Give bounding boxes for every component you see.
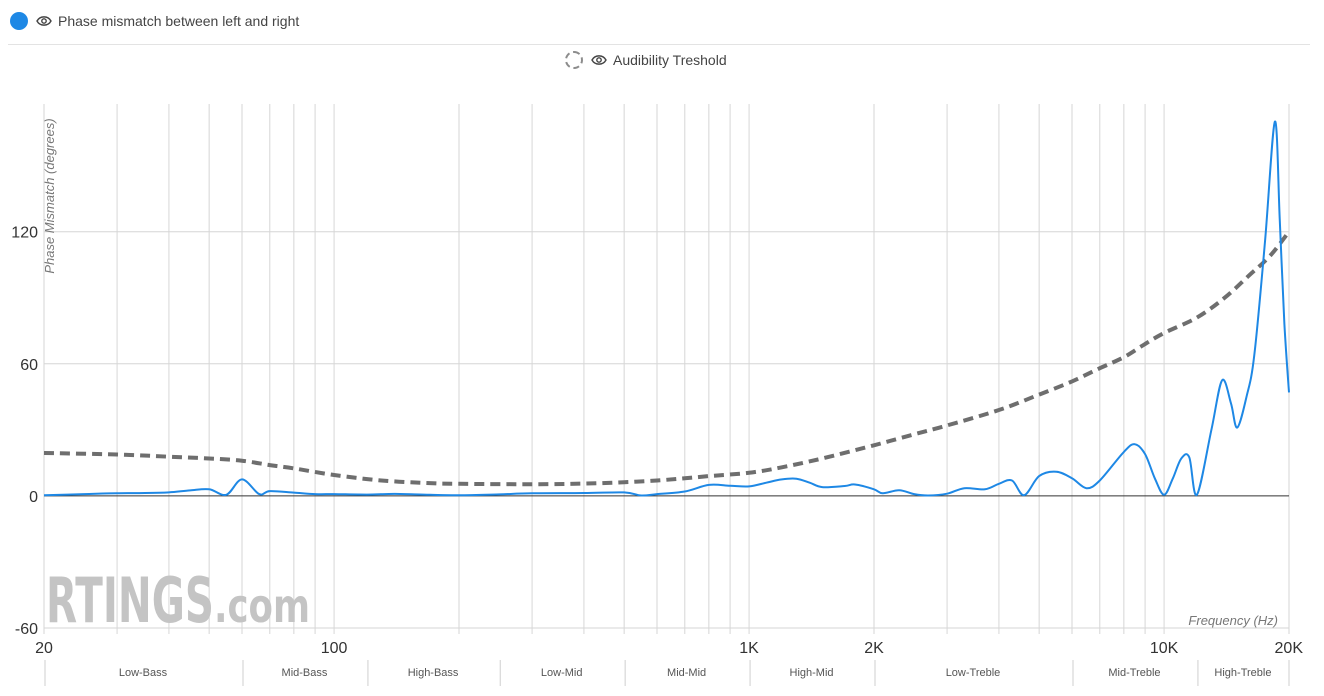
audibility-threshold-line <box>43 230 1291 487</box>
frequency-band-label: High-Treble <box>1214 667 1271 679</box>
y-tick-label: 120 <box>11 225 38 242</box>
y-tick-label: 60 <box>20 357 38 374</box>
x-tick-labels: 20 100 1K 2K 10K 20K <box>35 640 1303 657</box>
y-tick-label: -60 <box>15 621 38 638</box>
frequency-band-label: Mid-Bass <box>282 667 328 679</box>
eye-icon[interactable] <box>36 15 52 27</box>
y-tick-labels: 120 60 0 -60 <box>11 225 38 638</box>
frequency-band-label: Low-Treble <box>946 667 1001 679</box>
frequency-band-label: Mid-Treble <box>1108 667 1160 679</box>
x-gridlines <box>43 104 1290 634</box>
legend-bar <box>8 0 1310 45</box>
phase-mismatch-line <box>43 120 1290 497</box>
series-color-swatch[interactable] <box>565 51 583 69</box>
legend-item-phase-mismatch[interactable]: Phase mismatch between left and right <box>10 12 299 30</box>
watermark-logo-suffix: .com <box>214 579 310 633</box>
watermark-logo: RTINGS <box>46 564 214 637</box>
frequency-band-labels: Low-Bass Mid-Bass High-Bass Low-Mid Mid-Mid H… <box>44 660 1290 686</box>
frequency-band-label: High-Mid <box>790 667 834 679</box>
x-tick-label: 1K <box>739 640 759 657</box>
x-tick-label: 20 <box>35 640 53 657</box>
x-tick-label: 20K <box>1275 640 1304 657</box>
x-axis-title: Frequency (Hz) <box>1188 613 1278 628</box>
y-tick-label: 0 <box>29 489 38 506</box>
x-tick-label: 2K <box>864 640 884 657</box>
y-gridlines <box>44 231 1289 629</box>
eye-icon[interactable] <box>591 54 607 66</box>
frequency-band-label: Low-Bass <box>119 667 168 679</box>
legend-label: Audibility Treshold <box>613 52 727 68</box>
frequency-band-label: High-Bass <box>408 667 459 679</box>
frequency-band-label: Mid-Mid <box>667 667 706 679</box>
series-color-swatch[interactable] <box>10 12 28 30</box>
x-tick-label: 100 <box>321 640 348 657</box>
y-axis-title: Phase Mismatch (degrees) <box>42 118 57 273</box>
frequency-band-label: Low-Mid <box>541 667 583 679</box>
legend-item-audibility-threshold[interactable]: Audibility Treshold <box>565 51 727 69</box>
series-lines <box>43 120 1291 497</box>
legend-label: Phase mismatch between left and right <box>58 13 300 29</box>
x-tick-label: 10K <box>1150 640 1179 657</box>
